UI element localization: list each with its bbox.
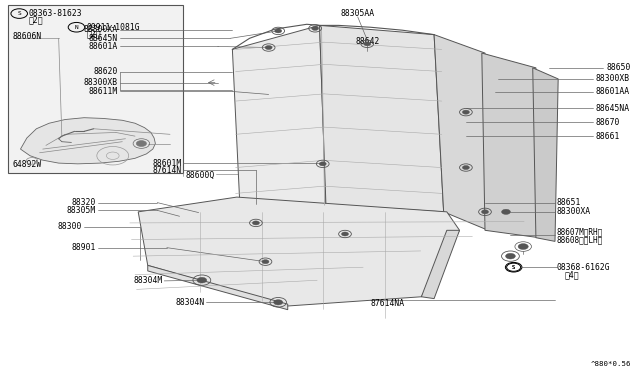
Circle shape [252,221,259,225]
Circle shape [502,209,511,214]
Text: 88607M（RH）: 88607M（RH） [557,227,603,236]
Text: ^880*0.56: ^880*0.56 [591,361,631,367]
Text: 88600Q: 88600Q [186,171,215,180]
Text: 09911-1081G: 09911-1081G [86,23,140,32]
Text: 88606N: 88606N [13,32,42,41]
Text: S: S [512,265,515,270]
Text: 88650: 88650 [607,63,631,72]
Polygon shape [138,197,460,306]
Bar [8,5,183,173]
Text: 88300: 88300 [58,222,82,231]
Text: 88651: 88651 [557,198,581,207]
Text: 88645NA: 88645NA [595,104,629,113]
Text: 08363-81623: 08363-81623 [29,9,83,18]
Circle shape [342,232,349,236]
Text: N: N [75,25,78,30]
Text: 88601M: 88601M [152,158,182,168]
Circle shape [265,45,272,49]
Circle shape [262,260,269,264]
Circle shape [463,110,469,114]
Text: 88620: 88620 [93,67,118,76]
Circle shape [197,277,207,283]
Text: 64892W: 64892W [13,160,42,169]
Text: S: S [512,265,515,270]
Text: 88300XB: 88300XB [595,74,629,83]
Text: （4）: （4） [564,270,579,279]
Circle shape [518,244,528,250]
Text: 88611M: 88611M [88,87,118,96]
Text: （2）: （2） [86,29,101,38]
Text: 88304N: 88304N [175,298,204,307]
Text: 88305AA: 88305AA [340,9,375,18]
Text: 88320: 88320 [72,198,96,207]
Text: 88661: 88661 [595,132,620,141]
Text: 08368-6162G: 08368-6162G [557,263,611,272]
Polygon shape [148,265,288,310]
Text: 88300XA: 88300XA [557,207,591,217]
Polygon shape [421,230,460,299]
Text: 88300XB: 88300XB [84,78,118,87]
Circle shape [312,26,319,31]
Polygon shape [232,25,326,208]
Text: 88304M: 88304M [133,276,163,285]
Circle shape [274,300,283,305]
Polygon shape [20,118,156,164]
Circle shape [136,141,147,147]
Text: 88601A: 88601A [88,42,118,51]
Polygon shape [532,68,558,241]
Circle shape [275,29,282,33]
Text: 88305M: 88305M [67,206,96,215]
Text: S: S [17,11,21,16]
Circle shape [463,166,469,170]
Text: 8B645N: 8B645N [88,34,118,43]
Circle shape [319,162,326,166]
Text: 87614N: 87614N [152,166,182,174]
Text: 88642: 88642 [355,37,380,46]
Text: 88601AA: 88601AA [595,87,629,96]
Polygon shape [319,25,444,212]
Text: 87614NA: 87614NA [371,299,404,308]
Text: 88901: 88901 [72,243,96,252]
Circle shape [506,253,515,259]
Text: 88670: 88670 [595,118,620,127]
Circle shape [364,42,371,46]
Text: （2）: （2） [29,15,44,24]
Polygon shape [482,53,539,238]
Text: 88300XA: 88300XA [84,25,118,34]
Polygon shape [434,35,488,230]
Circle shape [481,210,488,214]
Text: 88608　（LH）: 88608 （LH） [557,235,603,244]
